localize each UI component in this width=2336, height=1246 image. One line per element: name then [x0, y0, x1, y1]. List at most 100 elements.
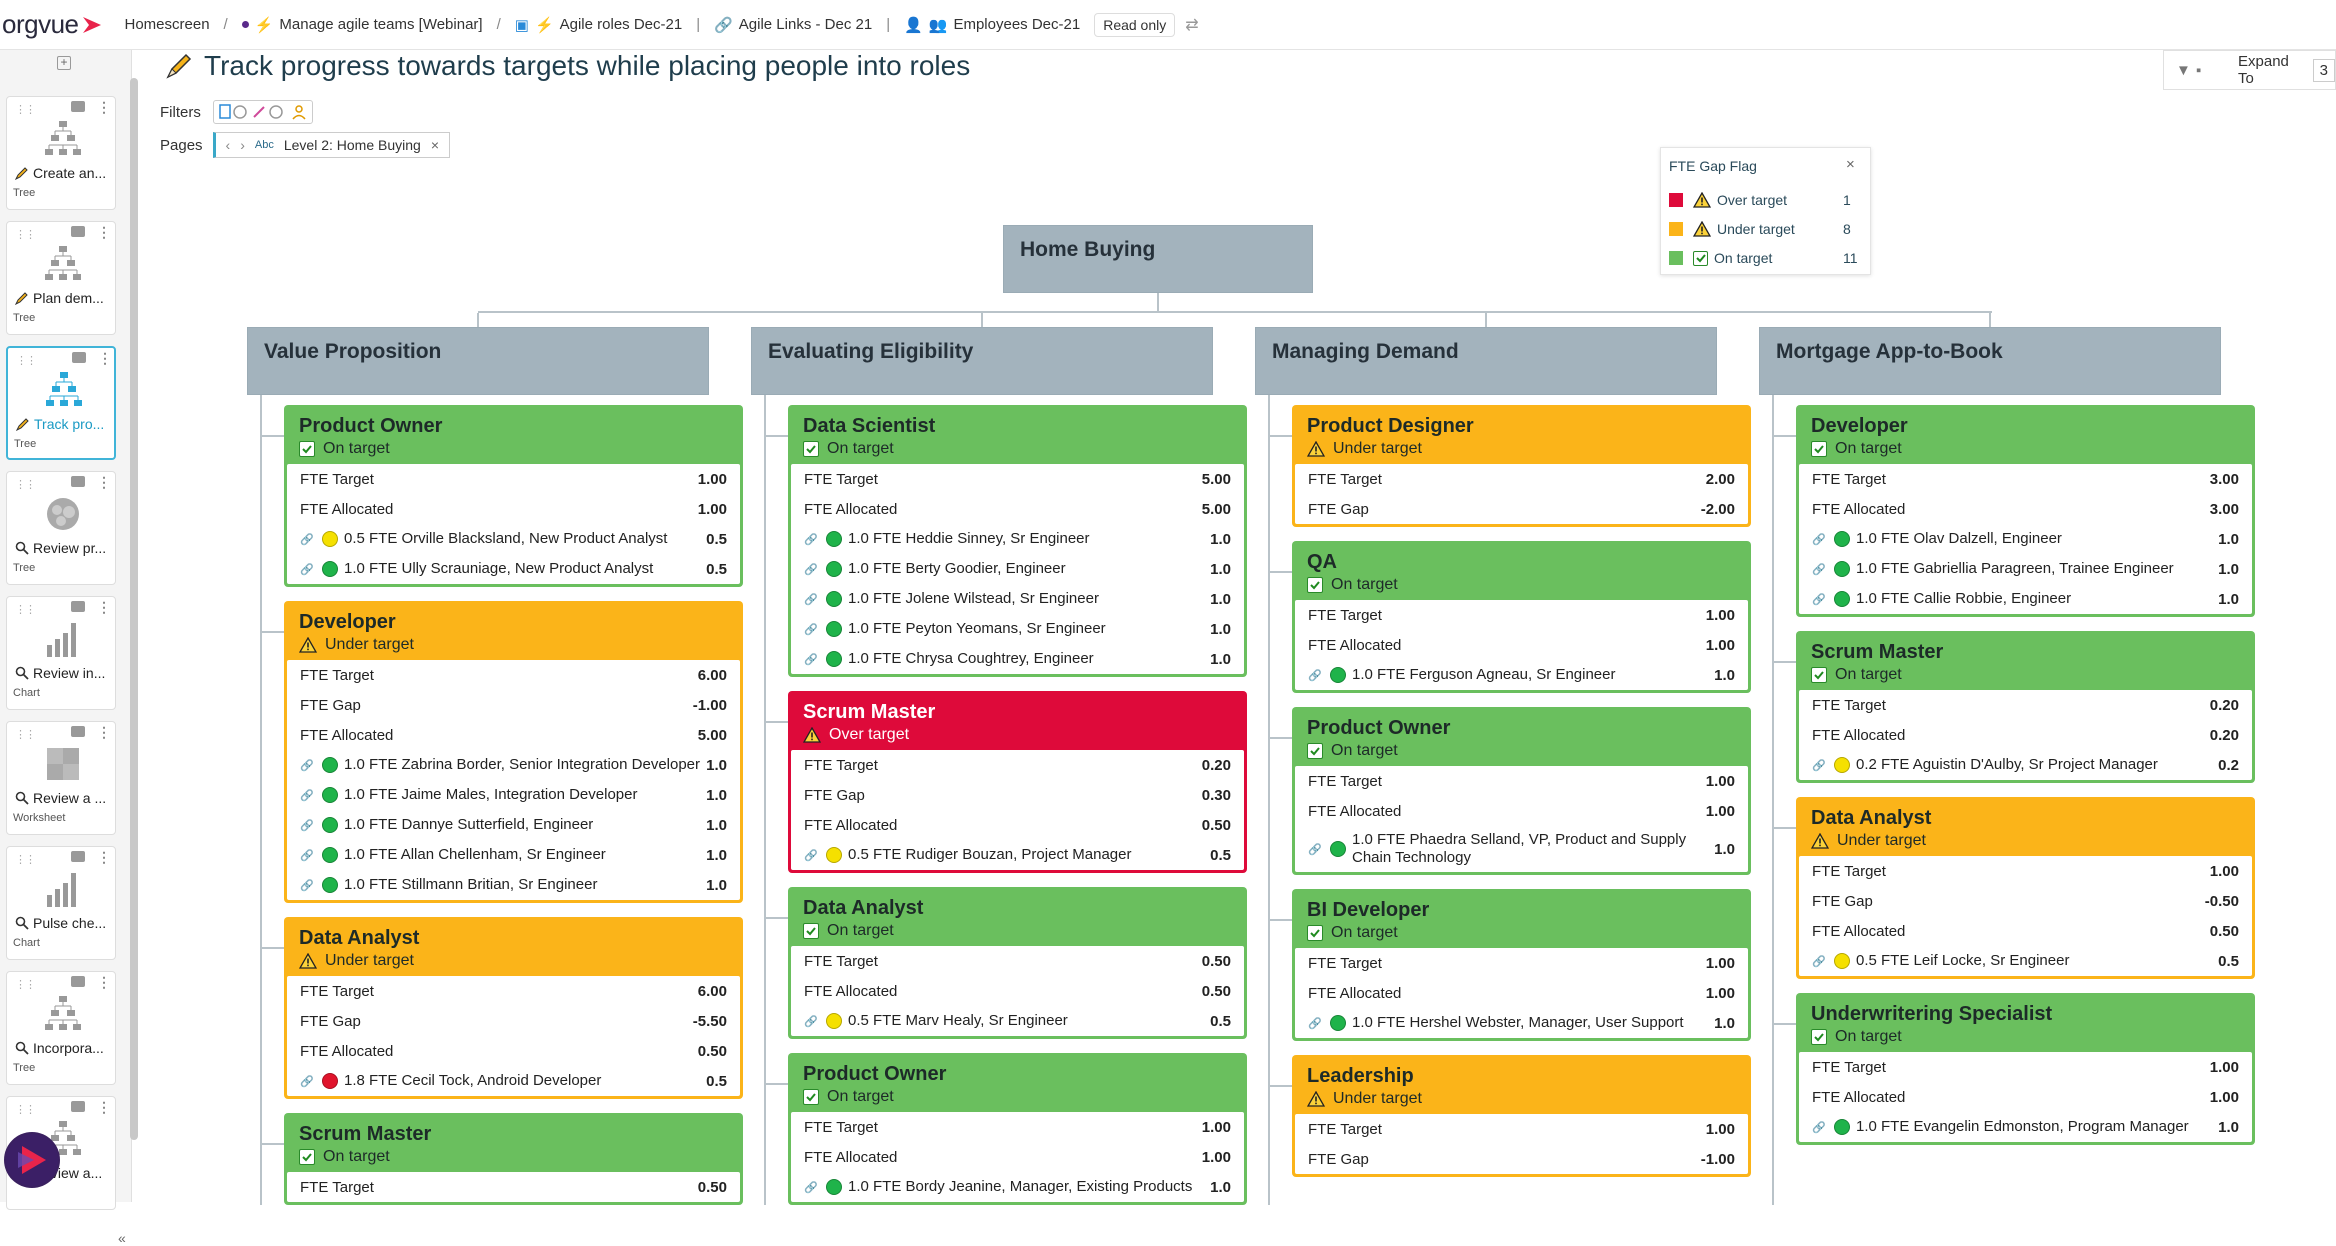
more-options-icon[interactable]: ⋮: [97, 99, 111, 115]
department-node[interactable]: Value Proposition: [247, 327, 709, 395]
person-row[interactable]: 🔗 1.0 FTE Dannye Sutterfield, Engineer 1.0: [287, 810, 740, 840]
person-row[interactable]: 🔗 1.0 FTE Ully Scrauniage, New Product An…: [287, 554, 740, 584]
breadcrumb-agile-roles[interactable]: ▣ ⚡ Agile roles Dec-21: [515, 16, 682, 34]
link-icon[interactable]: 🔗: [804, 1015, 818, 1028]
comment-icon[interactable]: [71, 601, 85, 612]
person-row[interactable]: 🔗 1.0 FTE Zabrina Border, Senior Integrat…: [287, 750, 740, 780]
breadcrumb-employees[interactable]: 👤 👥 Employees Dec-21: [904, 16, 1080, 34]
drag-handle-icon[interactable]: ⋮⋮: [15, 604, 36, 616]
comment-icon[interactable]: [71, 726, 85, 737]
link-icon[interactable]: 🔗: [1812, 955, 1826, 968]
sidebar-page-card[interactable]: ⋮⋮ ⋮ Create an... Tree: [6, 96, 116, 210]
user-avatar[interactable]: [4, 1132, 60, 1188]
person-row[interactable]: 🔗 1.0 FTE Gabriellia Paragreen, Trainee E…: [1799, 554, 2252, 584]
sidebar-page-card[interactable]: ⋮⋮ ⋮ Pulse che... Chart: [6, 846, 116, 960]
link-icon[interactable]: 🔗: [300, 1075, 314, 1088]
role-card[interactable]: BI Developer On target FTE Target 1.00 FTE A…: [1292, 889, 1751, 1041]
drag-handle-icon[interactable]: ⋮⋮: [16, 355, 37, 367]
person-row[interactable]: 🔗 1.0 FTE Chrysa Coughtrey, Engineer 1.0: [791, 644, 1244, 674]
comment-icon[interactable]: [71, 226, 85, 237]
link-icon[interactable]: 🔗: [1308, 843, 1322, 856]
more-options-icon[interactable]: ⋮: [97, 724, 111, 740]
role-card[interactable]: Data Analyst Under target FTE Target 6.00 FT…: [284, 917, 743, 1099]
comment-icon[interactable]: [71, 976, 85, 987]
role-card[interactable]: Data Scientist On target FTE Target 5.00 FTE…: [788, 405, 1247, 677]
more-options-icon[interactable]: ⋮: [97, 849, 111, 865]
person-row[interactable]: 🔗 1.0 FTE Heddie Sinney, Sr Engineer 1.0: [791, 524, 1244, 554]
more-options-icon[interactable]: ⋮: [97, 599, 111, 615]
link-icon[interactable]: 🔗: [1812, 593, 1826, 606]
person-row[interactable]: 🔗 1.0 FTE Ferguson Agneau, Sr Engineer 1.0: [1295, 660, 1748, 690]
filter-chips[interactable]: [212, 100, 313, 124]
comment-icon[interactable]: [71, 1101, 85, 1112]
role-card[interactable]: Scrum Master On target FTE Target 0.20 FTE A…: [1796, 631, 2255, 783]
person-row[interactable]: 🔗 1.0 FTE Phaedra Selland, VP, Product an…: [1295, 826, 1748, 872]
link-icon[interactable]: 🔗: [1812, 759, 1826, 772]
link-icon[interactable]: 🔗: [1308, 669, 1322, 682]
person-row[interactable]: 🔗 1.0 FTE Bordy Jeanine, Manager, Existin…: [791, 1172, 1244, 1202]
role-card[interactable]: Underwritering Specialist On target FTE Ta…: [1796, 993, 2255, 1145]
role-card[interactable]: QA On target FTE Target 1.00 FTE Allocated 1.…: [1292, 541, 1751, 693]
person-row[interactable]: 🔗 1.0 FTE Peyton Yeomans, Sr Engineer 1.0: [791, 614, 1244, 644]
sidebar-page-card[interactable]: ⋮⋮ ⋮ Track pro... Tree: [6, 346, 116, 460]
role-card[interactable]: Developer On target FTE Target 3.00 FTE Allo…: [1796, 405, 2255, 617]
link-icon[interactable]: 🔗: [804, 563, 818, 576]
role-card[interactable]: Product Owner On target FTE Target 1.00 FTE …: [788, 1053, 1247, 1205]
prev-page-icon[interactable]: ‹: [225, 137, 231, 153]
person-row[interactable]: 🔗 1.8 FTE Cecil Tock, Android Developer 0.…: [287, 1066, 740, 1096]
link-icon[interactable]: 🔗: [300, 849, 314, 862]
person-row[interactable]: 🔗 1.0 FTE Olav Dalzell, Engineer 1.0: [1799, 524, 2252, 554]
link-icon[interactable]: 🔗: [300, 759, 314, 772]
person-row[interactable]: 🔗 1.0 FTE Callie Robbie, Engineer 1.0: [1799, 584, 2252, 614]
link-icon[interactable]: 🔗: [300, 819, 314, 832]
person-row[interactable]: 🔗 0.5 FTE Rudiger Bouzan, Project Manager…: [791, 840, 1244, 870]
add-page-button[interactable]: +: [57, 56, 71, 70]
link-icon[interactable]: 🔗: [1812, 563, 1826, 576]
drag-handle-icon[interactable]: ⋮⋮: [15, 729, 36, 741]
sidebar-page-card[interactable]: ⋮⋮ ⋮ Review a ... Worksheet: [6, 721, 116, 835]
person-row[interactable]: 🔗 0.5 FTE Marv Healy, Sr Engineer 0.5: [791, 1006, 1244, 1036]
link-icon[interactable]: 🔗: [804, 623, 818, 636]
role-card[interactable]: Scrum Master On target FTE Target 0.50: [284, 1113, 743, 1205]
person-row[interactable]: 🔗 1.0 FTE Jolene Wilstead, Sr Engineer 1.0: [791, 584, 1244, 614]
comment-icon[interactable]: ▪: [2196, 61, 2202, 79]
comment-icon[interactable]: [71, 101, 85, 112]
link-icon[interactable]: 🔗: [300, 563, 314, 576]
drag-handle-icon[interactable]: ⋮⋮: [15, 104, 36, 116]
filter-icon[interactable]: ▼: [2176, 61, 2191, 79]
orgvue-logo[interactable]: orgvue: [2, 9, 103, 40]
more-options-icon[interactable]: ⋮: [97, 974, 111, 990]
root-node[interactable]: Home Buying: [1003, 225, 1313, 293]
legend-item[interactable]: Under target 8: [1669, 219, 1859, 239]
person-row[interactable]: 🔗 1.0 FTE Stillmann Britian, Sr Engineer 1…: [287, 870, 740, 900]
department-node[interactable]: Evaluating Eligibility: [751, 327, 1213, 395]
drag-handle-icon[interactable]: ⋮⋮: [15, 854, 36, 866]
person-row[interactable]: 🔗 1.0 FTE Allan Chellenham, Sr Engineer 1.…: [287, 840, 740, 870]
link-icon[interactable]: 🔗: [804, 653, 818, 666]
department-node[interactable]: Managing Demand: [1255, 327, 1717, 395]
drag-handle-icon[interactable]: ⋮⋮: [15, 479, 36, 491]
more-options-icon[interactable]: ⋮: [97, 224, 111, 240]
link-icon[interactable]: 🔗: [300, 879, 314, 892]
sidebar-page-card[interactable]: ⋮⋮ ⋮ Incorpora... Tree: [6, 971, 116, 1085]
expand-to-input[interactable]: 3: [2312, 58, 2335, 82]
sidebar-scrollbar[interactable]: [130, 78, 138, 1140]
role-card[interactable]: Product Designer Under target FTE Target 2.…: [1292, 405, 1751, 527]
sidebar-page-card[interactable]: ⋮⋮ ⋮ Review in... Chart: [6, 596, 116, 710]
person-row[interactable]: 🔗 0.2 FTE Aguistin D'Aulby, Sr Project Ma…: [1799, 750, 2252, 780]
person-row[interactable]: 🔗 0.5 FTE Leif Locke, Sr Engineer 0.5: [1799, 946, 2252, 976]
link-icon[interactable]: 🔗: [300, 789, 314, 802]
person-row[interactable]: 🔗 1.0 FTE Jaime Males, Integration Develo…: [287, 780, 740, 810]
person-row[interactable]: 🔗 1.0 FTE Hershel Webster, Manager, User …: [1295, 1008, 1748, 1038]
link-icon[interactable]: 🔗: [804, 849, 818, 862]
role-card[interactable]: Scrum Master Over target FTE Target 0.20 FTE…: [788, 691, 1247, 873]
role-card[interactable]: Product Owner On target FTE Target 1.00 FTE …: [1292, 707, 1751, 875]
sidebar-page-card[interactable]: ⋮⋮ ⋮ Review pr... Tree: [6, 471, 116, 585]
link-icon[interactable]: 🔗: [804, 533, 818, 546]
link-icon[interactable]: 🔗: [1308, 1017, 1322, 1030]
more-options-icon[interactable]: ⋮: [97, 1099, 111, 1115]
breadcrumb-manage-agile-teams[interactable]: ⚡ Manage agile teams [Webinar]: [241, 16, 483, 34]
sidebar-page-card[interactable]: ⋮⋮ ⋮ Plan dem... Tree: [6, 221, 116, 335]
person-row[interactable]: 🔗 0.5 FTE Orville Blacksland, New Product…: [287, 524, 740, 554]
link-icon[interactable]: 🔗: [1812, 1121, 1826, 1134]
